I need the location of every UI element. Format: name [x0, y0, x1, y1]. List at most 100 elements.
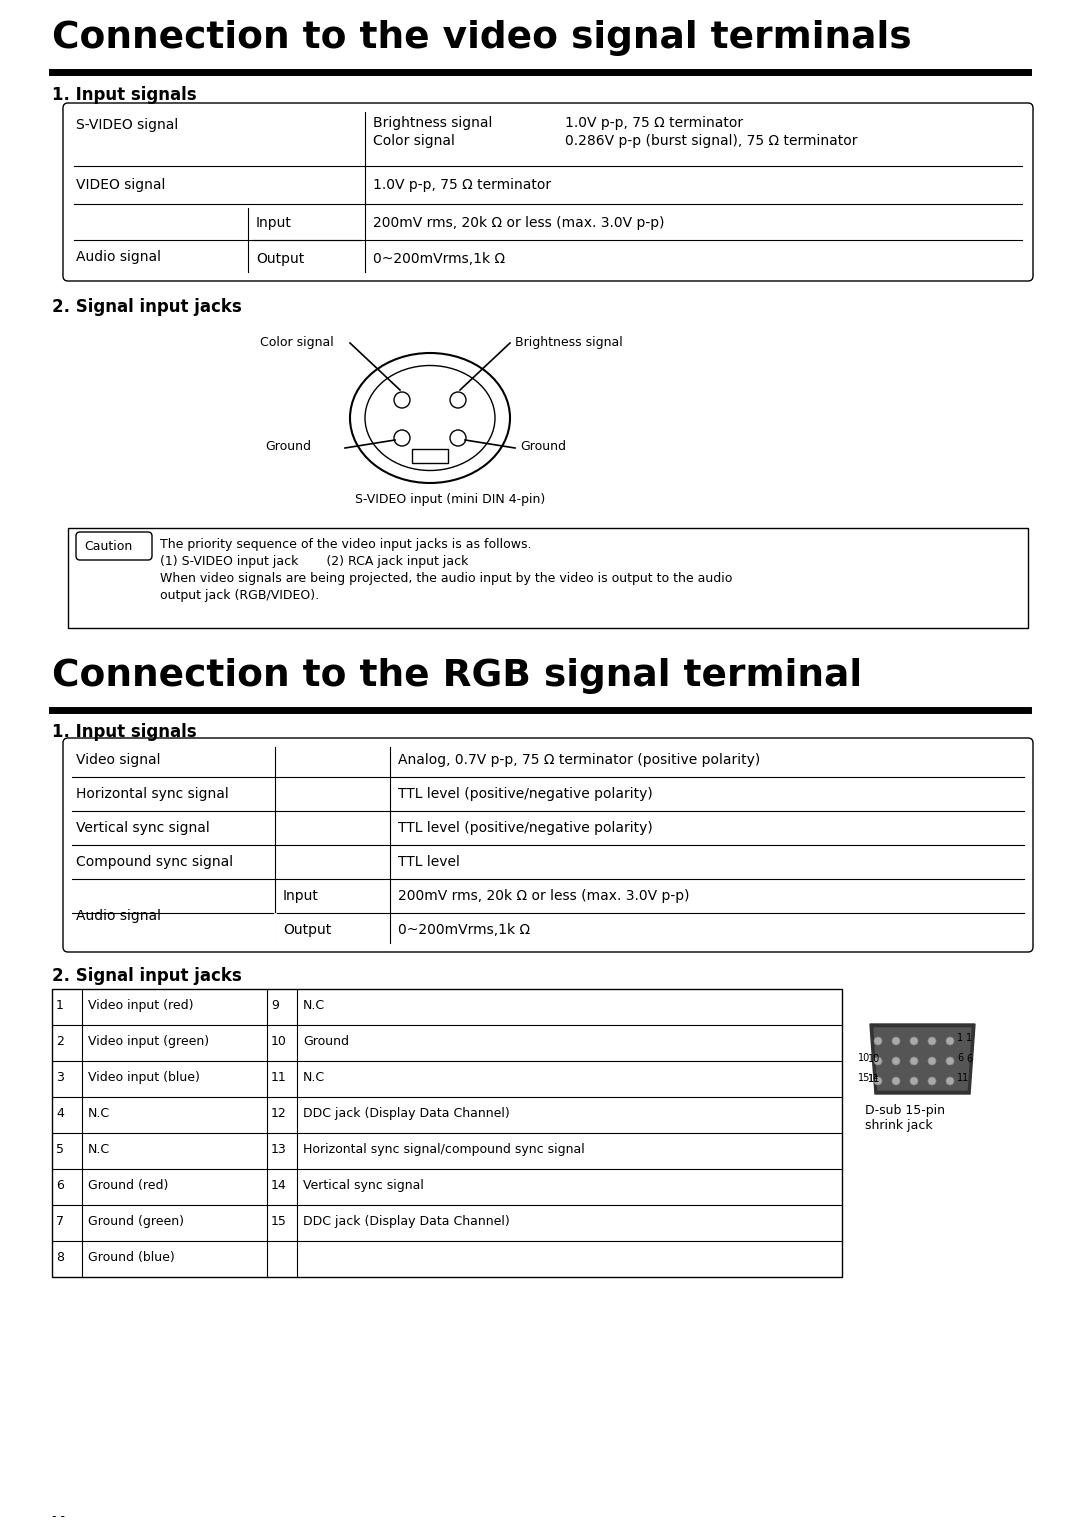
Text: Video input (red): Video input (red) — [87, 999, 193, 1012]
Bar — [52, 989, 842, 1277]
Text: 5: 5 — [56, 1143, 64, 1157]
Text: Horizontal sync signal: Horizontal sync signal — [76, 787, 229, 801]
Text: Output: Output — [283, 923, 332, 937]
Text: 8: 8 — [56, 1251, 64, 1264]
Text: 10: 10 — [271, 1034, 287, 1048]
Text: Caution: Caution — [84, 539, 132, 553]
Text: 2. Signal input jacks: 2. Signal input jacks — [52, 298, 242, 316]
Text: Compound sync signal: Compound sync signal — [76, 856, 233, 869]
Text: Ground: Ground — [303, 1034, 349, 1048]
Text: 6: 6 — [56, 1180, 64, 1192]
Circle shape — [946, 1057, 954, 1065]
Text: Ground: Ground — [265, 440, 311, 452]
Text: Video input (green): Video input (green) — [87, 1034, 210, 1048]
Text: 4: 4 — [56, 1106, 64, 1120]
Circle shape — [928, 1038, 936, 1045]
Text: Ground (red): Ground (red) — [87, 1180, 168, 1192]
Text: 11: 11 — [868, 1074, 880, 1083]
Text: TTL level: TTL level — [399, 856, 460, 869]
Text: 10: 10 — [868, 1054, 880, 1063]
Text: 0~200mVrms,1k Ω: 0~200mVrms,1k Ω — [399, 923, 530, 937]
Text: Video input (blue): Video input (blue) — [87, 1071, 200, 1083]
Text: N.C: N.C — [87, 1106, 110, 1120]
Text: 1: 1 — [957, 1033, 963, 1044]
Circle shape — [910, 1038, 918, 1045]
Text: 12: 12 — [271, 1106, 287, 1120]
Text: The priority sequence of the video input jacks is as follows.: The priority sequence of the video input… — [160, 538, 531, 552]
Text: Brightness signal: Brightness signal — [373, 116, 492, 130]
Bar — [68, 529, 1028, 628]
FancyBboxPatch shape — [63, 102, 1032, 281]
Text: 1.0V p-p, 75 Ω terminator: 1.0V p-p, 75 Ω terminator — [565, 116, 743, 130]
Text: 1. Input signals: 1. Input signals — [52, 86, 197, 104]
Text: Color signal: Color signal — [373, 134, 455, 148]
Text: Brightness signal: Brightness signal — [515, 336, 623, 348]
Text: 1. Input signals: 1. Input signals — [52, 723, 197, 741]
Circle shape — [874, 1057, 882, 1065]
Text: Audio signal: Audio signal — [76, 909, 161, 923]
Text: 7: 7 — [56, 1215, 64, 1229]
Circle shape — [874, 1077, 882, 1085]
Text: 1ϵ: 1ϵ — [868, 1074, 880, 1083]
FancyBboxPatch shape — [76, 532, 152, 559]
Circle shape — [946, 1077, 954, 1085]
Text: Ground (blue): Ground (blue) — [87, 1251, 175, 1264]
Text: Audio signal: Audio signal — [76, 251, 161, 264]
Circle shape — [928, 1057, 936, 1065]
Text: 11: 11 — [957, 1073, 969, 1083]
Circle shape — [874, 1038, 882, 1045]
Circle shape — [892, 1077, 900, 1085]
Text: 11: 11 — [271, 1071, 287, 1083]
FancyBboxPatch shape — [63, 738, 1032, 952]
Text: Color signal: Color signal — [260, 336, 334, 348]
Circle shape — [394, 393, 410, 408]
Text: DDC jack (Display Data Channel): DDC jack (Display Data Channel) — [303, 1106, 510, 1120]
Circle shape — [910, 1077, 918, 1085]
Text: S-VIDEO signal: S-VIDEO signal — [76, 118, 178, 131]
Text: Connection to the RGB signal terminal: Connection to the RGB signal terminal — [52, 659, 862, 694]
Text: N.C: N.C — [303, 1071, 325, 1083]
Text: 200mV rms, 20k Ω or less (max. 3.0V p-p): 200mV rms, 20k Ω or less (max. 3.0V p-p) — [373, 215, 664, 231]
Text: DDC jack (Display Data Channel): DDC jack (Display Data Channel) — [303, 1215, 510, 1229]
Circle shape — [928, 1077, 936, 1085]
Polygon shape — [870, 1024, 975, 1094]
Text: - -: - - — [52, 1510, 65, 1523]
Text: VIDEO signal: VIDEO signal — [76, 177, 165, 193]
Circle shape — [450, 393, 465, 408]
Text: (1) S-VIDEO input jack       (2) RCA jack input jack: (1) S-VIDEO input jack (2) RCA jack inpu… — [160, 555, 469, 568]
Circle shape — [450, 429, 465, 446]
Text: D-sub 15-pin
shrink jack: D-sub 15-pin shrink jack — [865, 1105, 945, 1132]
Text: Analog, 0.7V p-p, 75 Ω terminator (positive polarity): Analog, 0.7V p-p, 75 Ω terminator (posit… — [399, 753, 760, 767]
Text: Ground (green): Ground (green) — [87, 1215, 184, 1229]
Text: output jack (RGB/VIDEO).: output jack (RGB/VIDEO). — [160, 588, 319, 602]
Text: When video signals are being projected, the audio input by the video is output t: When video signals are being projected, … — [160, 571, 732, 585]
Text: 200mV rms, 20k Ω or less (max. 3.0V p-p): 200mV rms, 20k Ω or less (max. 3.0V p-p) — [399, 889, 689, 903]
Text: Connection to the video signal terminals: Connection to the video signal terminals — [52, 20, 912, 57]
Text: Horizontal sync signal/compound sync signal: Horizontal sync signal/compound sync sig… — [303, 1143, 584, 1157]
Text: Input: Input — [283, 889, 319, 903]
Text: 2. Signal input jacks: 2. Signal input jacks — [52, 967, 242, 986]
Text: N.C: N.C — [303, 999, 325, 1012]
Circle shape — [892, 1057, 900, 1065]
Circle shape — [946, 1038, 954, 1045]
Text: 1.0V p-p, 75 Ω terminator: 1.0V p-p, 75 Ω terminator — [373, 177, 551, 193]
Bar — [411, 449, 448, 463]
Circle shape — [394, 429, 410, 446]
Circle shape — [892, 1038, 900, 1045]
Text: S-VIDEO input (mini DIN 4-pin): S-VIDEO input (mini DIN 4-pin) — [355, 494, 545, 506]
Text: 2: 2 — [56, 1034, 64, 1048]
Polygon shape — [874, 1028, 971, 1089]
Text: 6: 6 — [957, 1053, 963, 1063]
Text: 3: 3 — [56, 1071, 64, 1083]
Text: 0.286V p-p (burst signal), 75 Ω terminator: 0.286V p-p (burst signal), 75 Ω terminat… — [565, 134, 858, 148]
Text: Output: Output — [256, 252, 305, 266]
Text: Video signal: Video signal — [76, 753, 161, 767]
Text: 0~200mVrms,1k Ω: 0~200mVrms,1k Ω — [373, 252, 505, 266]
Text: Vertical sync signal: Vertical sync signal — [303, 1180, 423, 1192]
Text: TTL level (positive/negative polarity): TTL level (positive/negative polarity) — [399, 787, 652, 801]
Circle shape — [910, 1057, 918, 1065]
Text: Ground: Ground — [519, 440, 566, 452]
Text: 10: 10 — [858, 1053, 870, 1063]
Text: Input: Input — [256, 215, 292, 231]
Text: 1: 1 — [966, 1033, 972, 1044]
